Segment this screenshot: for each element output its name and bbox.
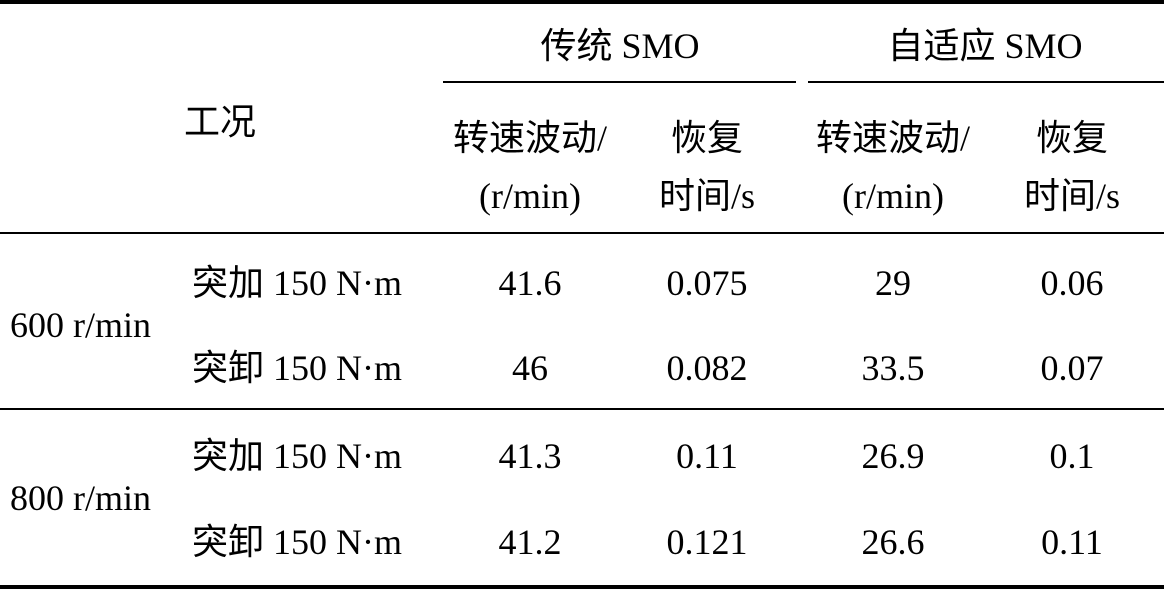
cell: 0.1 bbox=[1049, 436, 1095, 476]
column-header: 恢复 bbox=[1035, 118, 1109, 158]
speed-label: 800 r/min bbox=[10, 478, 151, 518]
load-label: 突卸 150 N·m bbox=[192, 522, 402, 562]
cell: 0.06 bbox=[1040, 263, 1104, 303]
group-header: 自适应 SMO bbox=[887, 26, 1083, 66]
cell: 0.07 bbox=[1040, 348, 1104, 388]
cell: 33.5 bbox=[861, 348, 925, 388]
header-rule bbox=[0, 232, 1164, 234]
cell: 29 bbox=[875, 263, 911, 303]
cell: 41.2 bbox=[498, 522, 562, 562]
column-header: 转速波动/ bbox=[452, 118, 608, 158]
cell: 46 bbox=[512, 348, 548, 388]
condition-header: 工况 bbox=[183, 102, 257, 142]
top-rule bbox=[0, 0, 1164, 4]
load-label: 突加 150 N·m bbox=[192, 263, 402, 303]
cell: 0.11 bbox=[676, 436, 738, 476]
column-header: 时间/s bbox=[1023, 176, 1121, 216]
column-header: (r/min) bbox=[479, 176, 581, 216]
cell: 26.9 bbox=[861, 436, 925, 476]
column-header: 时间/s bbox=[658, 176, 756, 216]
column-header: 恢复 bbox=[670, 118, 744, 158]
load-label: 突卸 150 N·m bbox=[192, 348, 402, 388]
cell: 0.075 bbox=[666, 263, 748, 303]
column-header: (r/min) bbox=[842, 176, 944, 216]
cell: 0.082 bbox=[666, 348, 748, 388]
group-rule bbox=[808, 81, 1164, 83]
group-header: 传统 SMO bbox=[540, 26, 700, 66]
group-rule bbox=[443, 81, 796, 83]
speed-label: 600 r/min bbox=[10, 305, 151, 345]
load-label: 突加 150 N·m bbox=[192, 436, 402, 476]
cell: 41.3 bbox=[498, 436, 562, 476]
column-header: 转速波动/ bbox=[815, 118, 971, 158]
cell: 26.6 bbox=[861, 522, 925, 562]
cell: 0.11 bbox=[1041, 522, 1103, 562]
bottom-rule bbox=[0, 585, 1164, 589]
cell: 41.6 bbox=[498, 263, 562, 303]
cell: 0.121 bbox=[666, 522, 748, 562]
group-separator bbox=[0, 408, 1164, 410]
